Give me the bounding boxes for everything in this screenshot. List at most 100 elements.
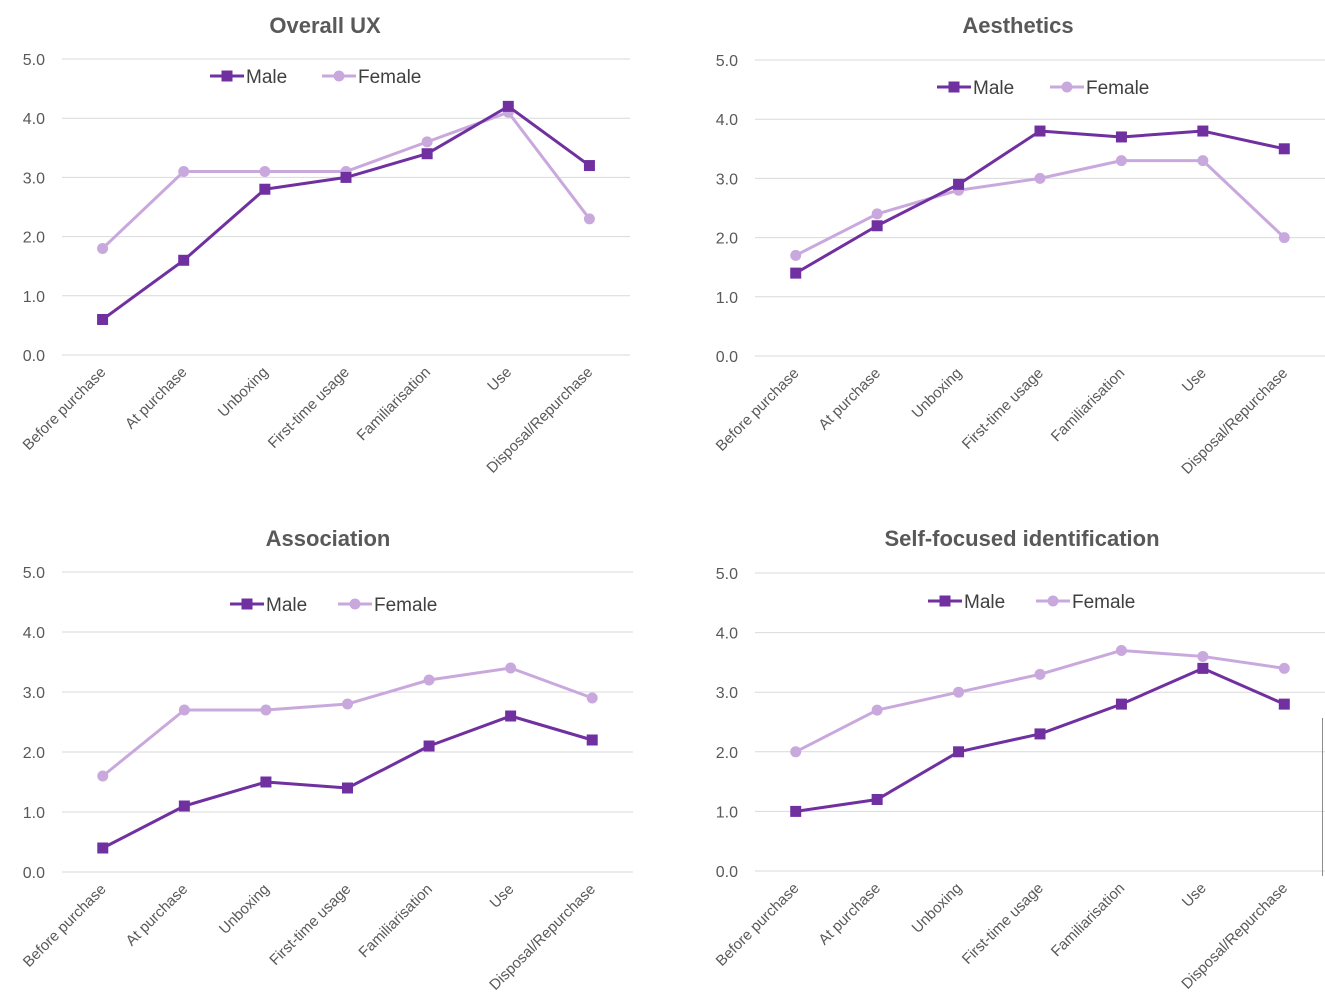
data-point-female xyxy=(97,242,109,254)
x-tick-label: Familiarisation xyxy=(354,364,434,444)
data-point-female xyxy=(1034,668,1046,680)
series-line-female xyxy=(101,666,593,778)
data-point-female xyxy=(583,213,595,225)
x-tick-label: Use xyxy=(1179,880,1210,911)
data-point-male xyxy=(953,178,965,190)
data-point-male xyxy=(1034,728,1046,740)
data-point-female xyxy=(1278,662,1290,674)
x-tick-label: Unboxing xyxy=(215,364,272,421)
legend-label-male: Male xyxy=(246,67,287,88)
legend-marker-female xyxy=(1061,81,1073,93)
data-point-male xyxy=(502,100,514,112)
series-line-male xyxy=(101,104,591,321)
legend-marker-male xyxy=(221,70,233,82)
x-tick-label: First-time usage xyxy=(959,880,1047,968)
data-point-male xyxy=(260,776,272,788)
y-tick-label: 0.0 xyxy=(716,349,738,366)
series-line-male xyxy=(795,666,1285,813)
data-point-female xyxy=(1278,232,1290,244)
data-point-male xyxy=(178,800,190,812)
chart-svg: Aesthetics 0.0 1.0 2.0 3.0 4.0 5.0 Before purch… xyxy=(713,13,1325,478)
legend-label-female: Female xyxy=(1086,78,1149,99)
y-tick-label: 1.0 xyxy=(23,805,45,822)
data-point-female xyxy=(342,698,353,710)
x-tick-label: First-time usage xyxy=(265,364,353,452)
y-tick-label: 5.0 xyxy=(23,565,45,582)
chart-title: Association xyxy=(266,526,391,551)
data-point-female xyxy=(1115,155,1127,167)
y-tick-label: 2.0 xyxy=(23,230,45,247)
y-tick-label: 4.0 xyxy=(716,112,738,129)
x-tick-label: Before purchase xyxy=(20,881,110,971)
y-tick-label: 2.0 xyxy=(23,745,45,762)
legend-label-male: Male xyxy=(964,592,1005,613)
y-tick-label: 5.0 xyxy=(716,566,738,583)
data-point-male xyxy=(1197,662,1209,674)
legend-label-male: Male xyxy=(266,595,307,616)
y-tick-label: 1.0 xyxy=(716,290,738,307)
x-tick-label: At purchase xyxy=(815,365,884,434)
x-tick-label: Use xyxy=(487,881,518,912)
data-point-male xyxy=(342,782,353,794)
data-point-female xyxy=(178,704,190,716)
y-tick-label: 5.0 xyxy=(716,53,738,70)
x-tick-label: Unboxing xyxy=(909,880,966,937)
data-point-female xyxy=(259,165,271,177)
legend-label-female: Female xyxy=(1072,592,1135,613)
x-tick-label: At purchase xyxy=(123,881,192,950)
legend-label-male: Male xyxy=(973,78,1014,99)
data-point-female xyxy=(586,692,598,704)
x-tick-label: Before purchase xyxy=(713,880,803,970)
series-line-male xyxy=(102,714,593,850)
x-tick-label: First-time usage xyxy=(266,881,354,969)
data-point-female xyxy=(178,165,190,177)
data-point-male xyxy=(1034,125,1046,137)
y-tick-label: 4.0 xyxy=(23,111,45,128)
data-point-female xyxy=(1197,650,1209,662)
data-point-male xyxy=(953,746,965,758)
x-tick-label: Use xyxy=(484,364,515,395)
legend-marker-female xyxy=(349,598,361,610)
y-tick-label: 4.0 xyxy=(23,625,45,642)
x-tick-label: Unboxing xyxy=(909,365,966,422)
legend-marker-male xyxy=(241,598,253,610)
chart-panel-association: Association 0.0 1.0 2.0 3.0 4.0 5.0 Before purc… xyxy=(0,510,660,1003)
data-point-female xyxy=(871,704,883,716)
chart-title: Aesthetics xyxy=(962,13,1073,38)
y-tick-label: 0.0 xyxy=(23,865,45,882)
y-tick-label: 4.0 xyxy=(716,626,738,643)
x-tick-label: Familiarisation xyxy=(1048,365,1128,445)
data-point-male xyxy=(259,183,271,195)
series-line-male xyxy=(794,129,1285,275)
data-point-male xyxy=(97,842,109,854)
data-point-female xyxy=(260,704,272,716)
x-tick-label: Familiarisation xyxy=(1048,880,1128,960)
data-point-male xyxy=(1278,698,1290,710)
y-tick-label: 3.0 xyxy=(23,170,45,187)
data-point-male xyxy=(871,220,883,232)
data-point-female xyxy=(871,208,883,220)
chart-svg: Association 0.0 1.0 2.0 3.0 4.0 5.0 Before purc… xyxy=(20,526,633,994)
legend-label-female: Female xyxy=(358,67,421,88)
chart-title: Self-focused identification xyxy=(884,526,1159,551)
data-point-male xyxy=(871,793,883,805)
data-point-female xyxy=(790,746,802,758)
data-point-male xyxy=(790,805,802,817)
data-point-male xyxy=(1278,143,1290,155)
data-point-male xyxy=(423,740,435,752)
y-tick-label: 1.0 xyxy=(716,804,738,821)
x-tick-label: Before purchase xyxy=(713,365,803,455)
data-point-female xyxy=(1034,172,1046,184)
chart-svg: Overall UX 0.0 1.0 2.0 3.0 4.0 5.0 Before purch… xyxy=(20,13,630,477)
data-point-male xyxy=(1197,125,1209,137)
data-point-female xyxy=(790,249,802,261)
data-point-female xyxy=(1197,155,1209,167)
y-tick-label: 5.0 xyxy=(23,52,45,69)
data-point-female xyxy=(1115,644,1127,656)
data-point-male xyxy=(340,171,352,183)
data-point-female xyxy=(953,686,965,698)
chart-svg: Self-focused identification 0.0 1.0 2.0 3.0 4… xyxy=(713,526,1325,993)
data-point-female xyxy=(505,662,517,674)
x-tick-label: Use xyxy=(1179,365,1210,396)
data-point-male xyxy=(1115,131,1127,143)
